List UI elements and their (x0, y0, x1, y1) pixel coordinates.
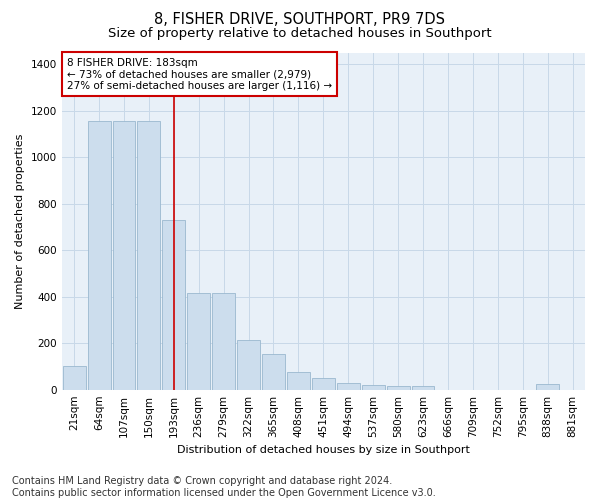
Bar (362, 385, 385, 390)
Bar (137, 121, 160, 390)
Bar (163, 220, 185, 390)
Text: Contains HM Land Registry data © Crown copyright and database right 2024.
Contai: Contains HM Land Registry data © Crown c… (12, 476, 436, 498)
Bar (262, 354, 285, 390)
Bar (187, 293, 210, 390)
Bar (88, 121, 110, 390)
Bar (386, 386, 410, 390)
Bar (312, 378, 335, 390)
Bar (212, 293, 235, 390)
Bar (237, 340, 260, 390)
Text: 8, FISHER DRIVE, SOUTHPORT, PR9 7DS: 8, FISHER DRIVE, SOUTHPORT, PR9 7DS (155, 12, 445, 28)
Text: Size of property relative to detached houses in Southport: Size of property relative to detached ho… (108, 28, 492, 40)
Bar (113, 121, 136, 390)
Bar (287, 372, 310, 390)
X-axis label: Distribution of detached houses by size in Southport: Distribution of detached houses by size … (177, 445, 470, 455)
Bar (536, 384, 559, 390)
Bar (62, 366, 86, 390)
Bar (337, 382, 360, 390)
Bar (412, 386, 434, 390)
Y-axis label: Number of detached properties: Number of detached properties (15, 134, 25, 309)
Text: 8 FISHER DRIVE: 183sqm
← 73% of detached houses are smaller (2,979)
27% of semi-: 8 FISHER DRIVE: 183sqm ← 73% of detached… (67, 58, 332, 91)
